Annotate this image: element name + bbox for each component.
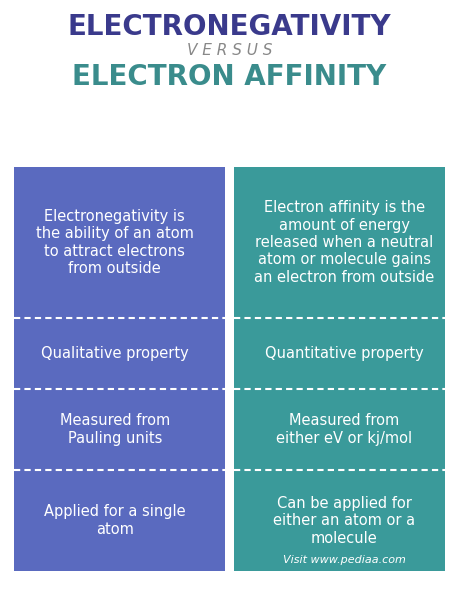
Text: ELECTRON AFFINITY: ELECTRON AFFINITY [72,63,386,92]
Text: Quantitative property: Quantitative property [264,346,423,361]
Text: Applied for a single
atom: Applied for a single atom [44,505,185,537]
Text: Measured from
either eV or kj/mol: Measured from either eV or kj/mol [275,414,411,446]
Text: Electronegativity is
the ability of an atom
to attract electrons
from outside: Electronegativity is the ability of an a… [36,209,193,276]
Text: ELECTRONEGATIVITY: ELECTRONEGATIVITY [67,12,391,41]
Text: Can be applied for
either an atom or a
molecule: Can be applied for either an atom or a m… [273,496,414,546]
Text: V E R S U S: V E R S U S [186,43,272,58]
FancyBboxPatch shape [234,318,444,389]
FancyBboxPatch shape [234,167,444,318]
FancyBboxPatch shape [14,389,224,470]
FancyBboxPatch shape [14,470,224,571]
FancyBboxPatch shape [14,167,224,318]
FancyBboxPatch shape [234,389,444,470]
FancyBboxPatch shape [14,318,224,389]
Text: Visit www.pediaa.com: Visit www.pediaa.com [282,555,405,565]
Text: Qualitative property: Qualitative property [41,346,188,361]
Text: Electron affinity is the
amount of energy
released when a neutral
atom or molecu: Electron affinity is the amount of energ… [253,200,433,285]
FancyBboxPatch shape [234,470,444,571]
Text: Measured from
Pauling units: Measured from Pauling units [60,414,169,446]
